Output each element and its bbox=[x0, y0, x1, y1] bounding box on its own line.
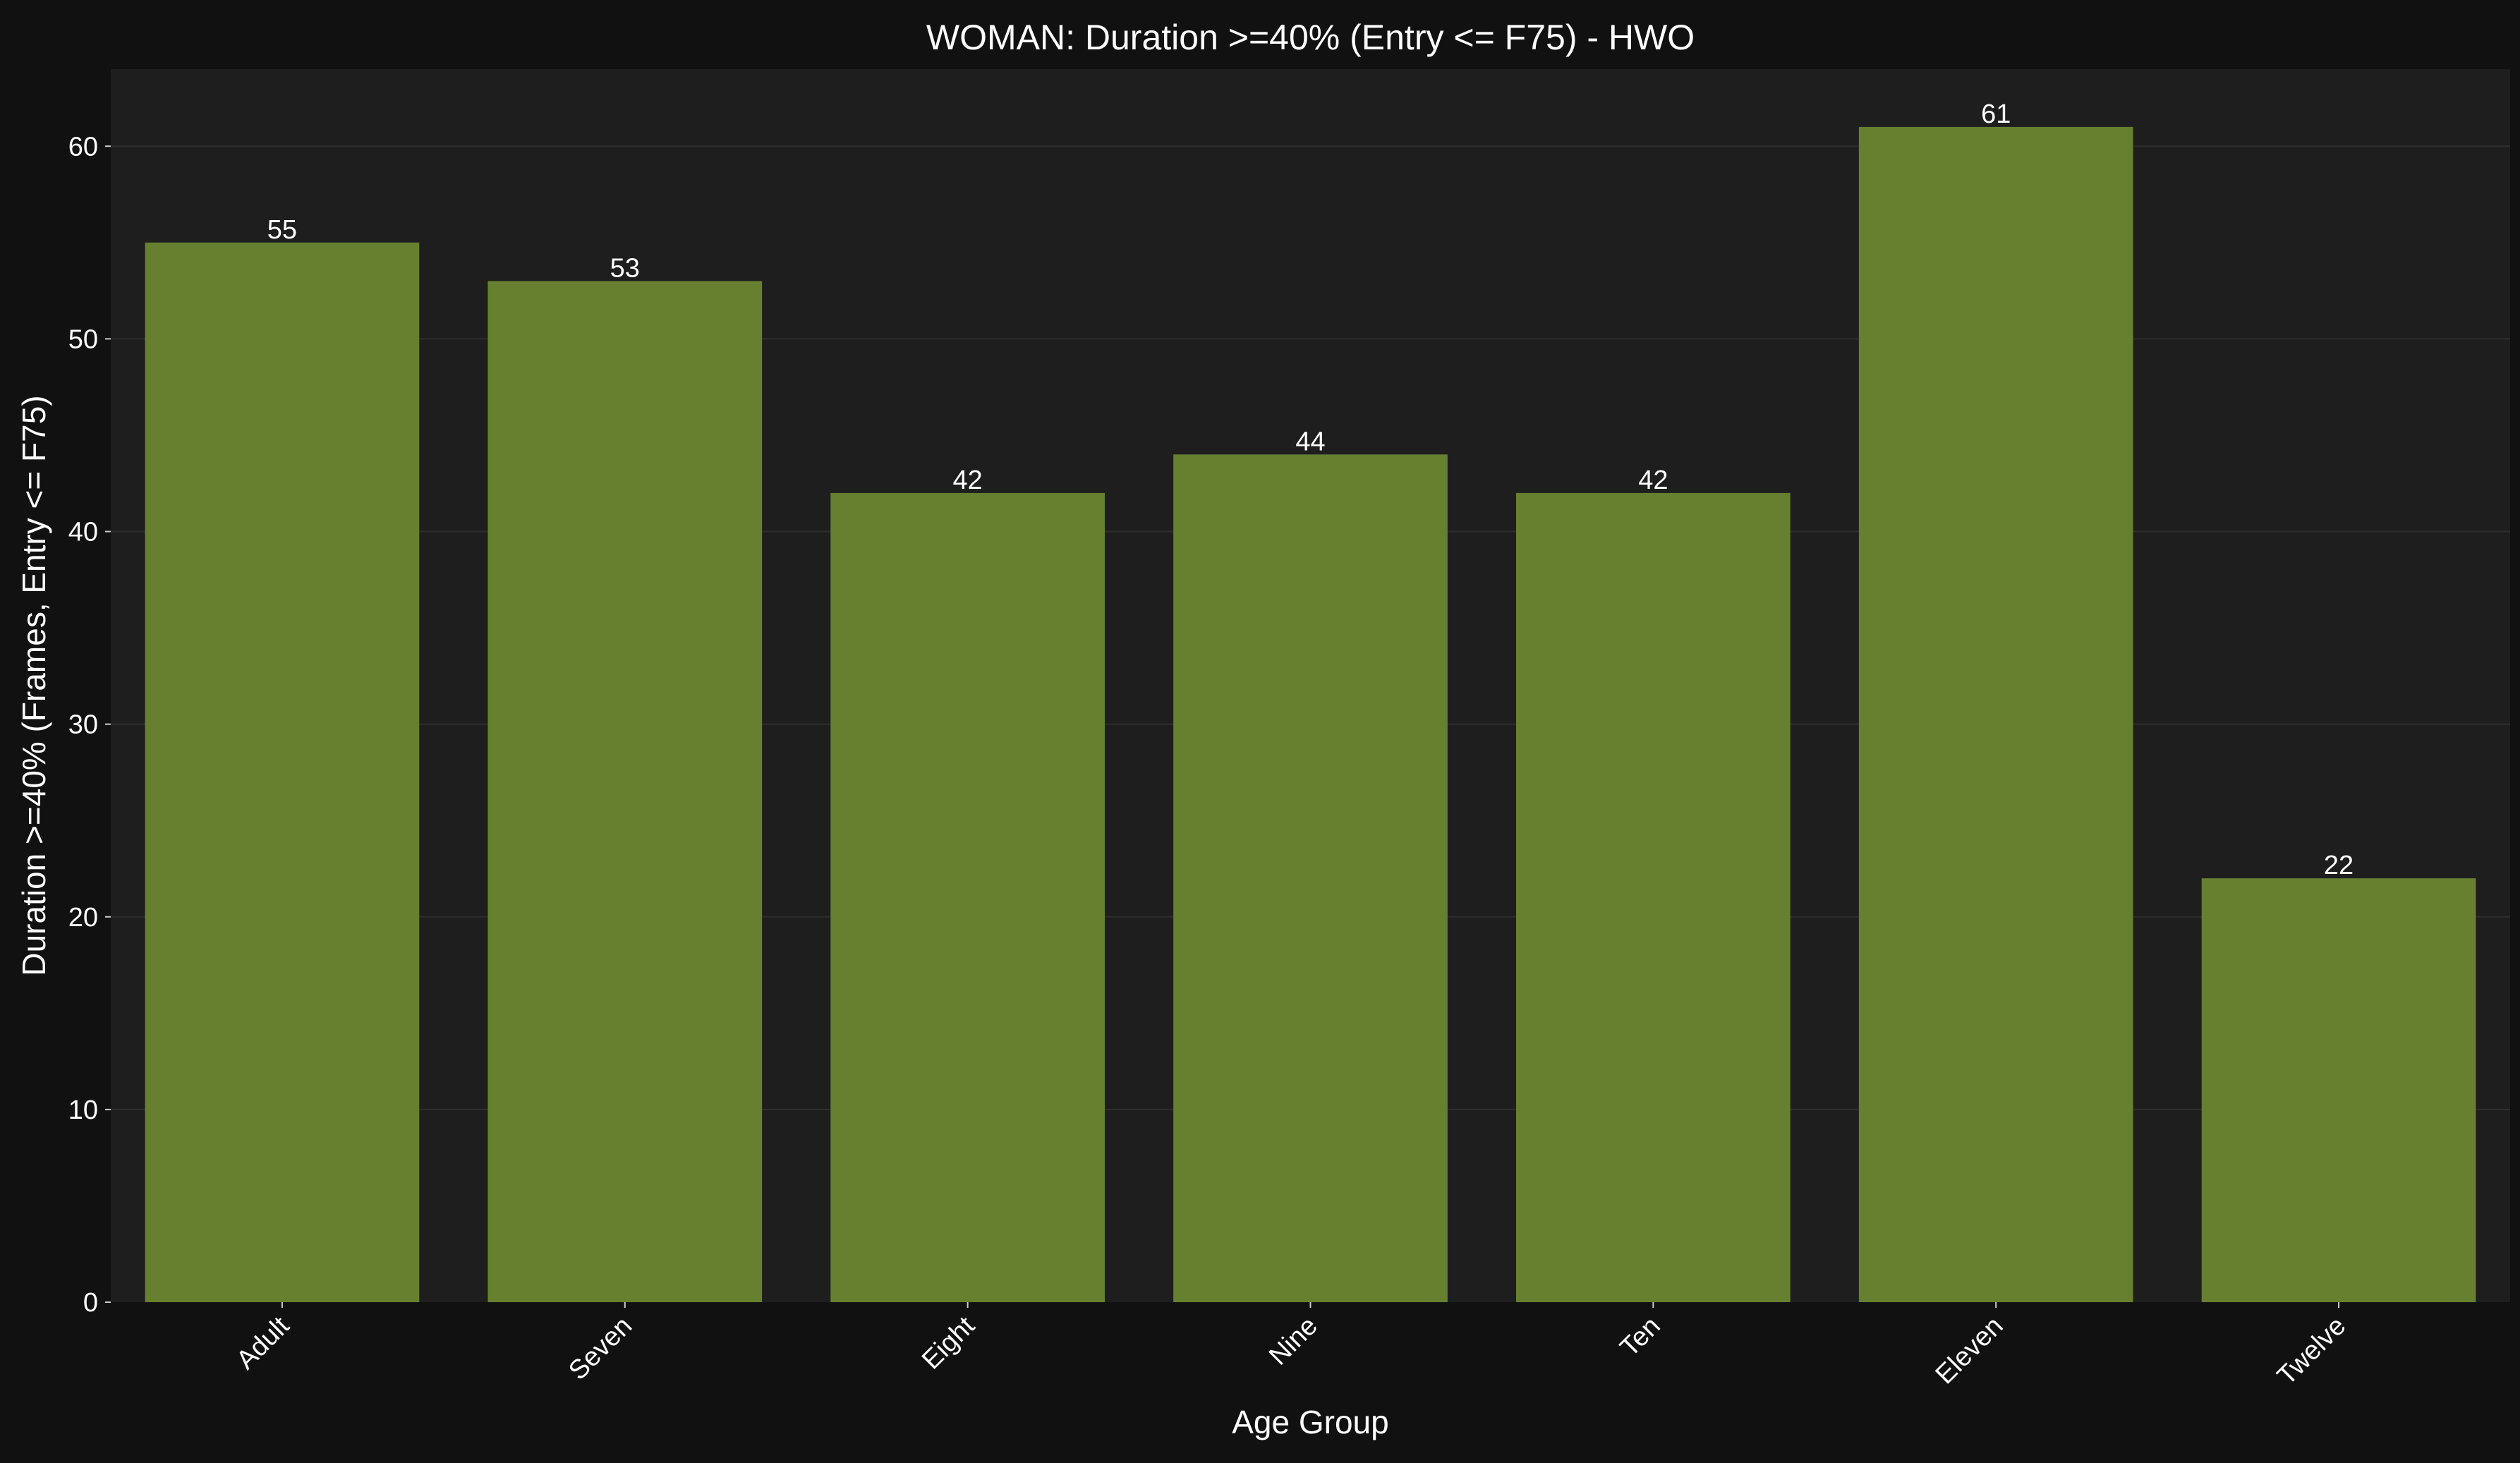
bar-ten bbox=[1516, 492, 1791, 1302]
bar-value-label: 55 bbox=[267, 215, 297, 245]
y-tick-label: 20 bbox=[68, 903, 98, 933]
x-tick-label: Nine bbox=[1264, 1311, 1323, 1371]
x-tick-label: Eight bbox=[916, 1311, 981, 1375]
bar-value-label: 22 bbox=[2324, 851, 2354, 880]
x-tick-label: Adult bbox=[231, 1311, 295, 1375]
x-axis-ticks: Adult Seven Eight Nine Ten Eleven Twelve bbox=[231, 1302, 2351, 1391]
bar-value-label: 44 bbox=[1295, 427, 1325, 456]
x-tick-label: Eleven bbox=[1930, 1311, 2009, 1390]
bar-twelve bbox=[2201, 878, 2476, 1302]
y-tick-label: 60 bbox=[68, 132, 98, 162]
y-tick-label: 40 bbox=[68, 518, 98, 547]
chart-title: WOMAN: Duration >=40% (Entry <= F75) - H… bbox=[926, 18, 1695, 57]
bar-value-label: 61 bbox=[1981, 99, 2011, 129]
bar-nine bbox=[1173, 454, 1448, 1302]
bar-eight bbox=[830, 492, 1105, 1302]
x-axis-label: Age Group bbox=[1232, 1404, 1388, 1440]
bar-value-label: 42 bbox=[1638, 466, 1668, 495]
bar-value-label: 42 bbox=[953, 466, 983, 495]
bar-adult bbox=[145, 242, 420, 1302]
x-tick-label: Ten bbox=[1615, 1311, 1666, 1363]
y-tick-label: 0 bbox=[83, 1288, 98, 1318]
x-tick-label: Seven bbox=[563, 1311, 638, 1386]
y-axis-ticks: 0 10 20 30 40 50 60 bbox=[68, 132, 111, 1318]
y-tick-label: 10 bbox=[68, 1095, 98, 1125]
bars bbox=[145, 126, 2476, 1302]
x-tick-label: Twelve bbox=[2272, 1311, 2351, 1391]
value-labels: 55 53 42 44 42 61 22 bbox=[267, 99, 2354, 880]
y-tick-label: 30 bbox=[68, 710, 98, 740]
bar-value-label: 53 bbox=[610, 253, 640, 283]
bar-seven bbox=[487, 281, 763, 1302]
y-tick-label: 50 bbox=[68, 324, 98, 354]
y-axis-label: Duration >=40% (Frames, Entry <= F75) bbox=[16, 395, 52, 976]
bar-eleven bbox=[1858, 126, 2133, 1302]
